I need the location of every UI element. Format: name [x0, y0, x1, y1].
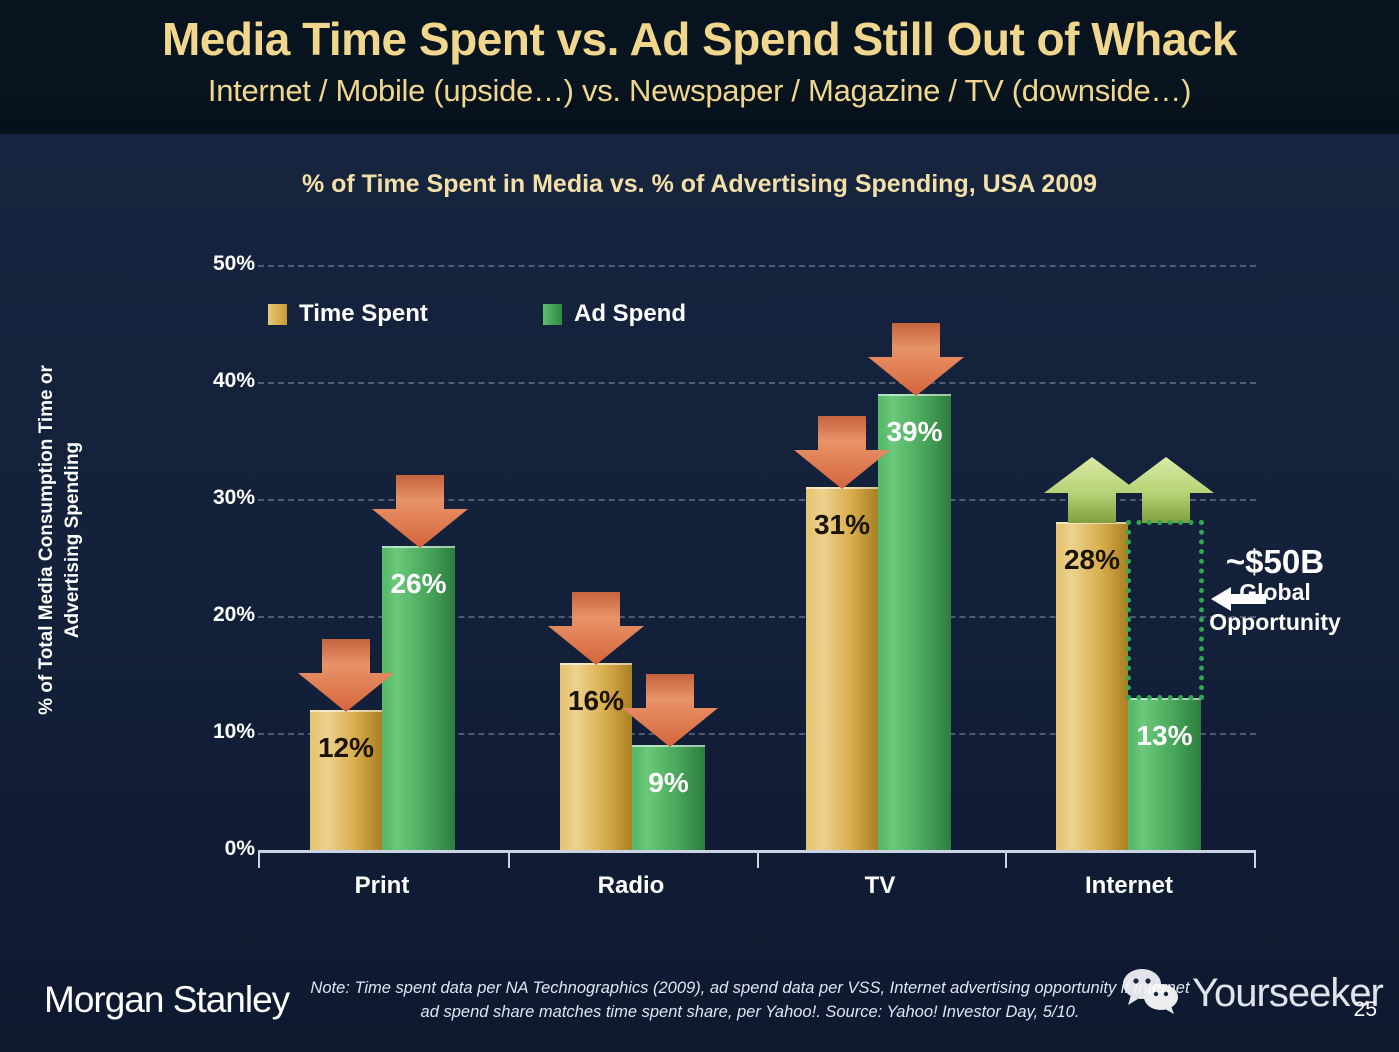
y-tick-label-20: 20%: [212, 603, 255, 626]
legend-label-ad-spend: Ad Spend: [574, 300, 686, 327]
footnote-line-1: Note: Time spent data per NA Technograph…: [310, 979, 1190, 1021]
bar-radio-ad-spend[interactable]: 9%: [632, 745, 705, 850]
watermark: Yourseeker: [1118, 967, 1384, 1020]
legend-swatch-time-spent-icon: [268, 303, 287, 325]
bar-radio-time-spent[interactable]: 16%: [560, 663, 632, 850]
bar-highlight: [382, 546, 455, 548]
bar-tv-ad-spend[interactable]: 39%: [878, 394, 951, 850]
bar-value-tv-ad-spend: 39%: [886, 416, 943, 447]
x-axis-tick-2: [757, 850, 759, 868]
down-arrow-tv-ad-spend-icon: [867, 323, 965, 397]
callout-subtitle-line2: Opportunity: [1209, 609, 1341, 635]
gridline-20: [258, 616, 1256, 618]
opportunity-gap-box: [1126, 520, 1204, 700]
slide-body: % of Time Spent in Media vs. % of Advert…: [0, 134, 1399, 1052]
bar-value-print-time-spent: 12%: [317, 732, 375, 763]
y-axis-title: % of Total Media Consumption Time or Adv…: [36, 365, 83, 715]
watermark-text: Yourseeker: [1192, 971, 1384, 1015]
chart-title: % of Time Spent in Media vs. % of Advert…: [301, 170, 1098, 198]
up-arrow-internet-time-spent-icon: [1043, 456, 1141, 524]
gridline-50: [258, 265, 1256, 267]
x-axis-end-tick-left: [258, 850, 260, 868]
x-axis-label-internet: Internet: [1084, 872, 1173, 899]
wechat-logo-icon: [1118, 967, 1186, 1020]
bar-value-tv-time-spent: 31%: [813, 509, 871, 540]
down-arrow-print-time-spent-icon: [297, 639, 395, 713]
down-arrow-radio-time-spent-icon: [547, 592, 645, 666]
footnote-line-2: spend share matches time spent share, pe…: [443, 1003, 1080, 1021]
bar-highlight: [632, 745, 705, 747]
x-axis-label-tv: TV: [864, 872, 896, 899]
y-tick-label-0: 0%: [224, 837, 255, 860]
x-axis-tick-3: [1005, 850, 1007, 868]
y-tick-label-30: 30%: [212, 486, 255, 509]
bar-value-internet-time-spent: 28%: [1063, 544, 1121, 575]
callout-arrow-icon: [1211, 584, 1267, 614]
morgan-stanley-logo: Morgan Stanley: [44, 979, 290, 1020]
callout-subtitle-line1: Global: [1239, 579, 1311, 605]
bar-value-internet-ad-spend: 13%: [1136, 720, 1193, 751]
x-axis-tick-1: [508, 850, 510, 868]
bar-highlight: [878, 394, 951, 396]
page-number: 25: [1353, 998, 1377, 1021]
down-arrow-print-ad-spend-icon: [371, 475, 469, 549]
slide-subtitle: Internet / Mobile (upside…) vs. Newspape…: [207, 73, 1192, 108]
gridline-10: [258, 733, 1256, 735]
bar-value-radio-time-spent: 16%: [567, 685, 625, 716]
source-footnote: Note: Time spent data per NA Technograph…: [300, 976, 1200, 1024]
x-axis-label-print: Print: [354, 872, 410, 899]
bar-chart-plot-area: % of Total Media Consumption Time or Adv…: [0, 134, 1399, 1052]
down-arrow-radio-ad-spend-icon: [621, 674, 719, 748]
y-tick-label-50: 50%: [212, 252, 255, 275]
legend-label-time-spent: Time Spent: [299, 300, 428, 327]
up-arrow-internet-ad-spend-icon: [1117, 456, 1215, 524]
slide-header: Media Time Spent vs. Ad Spend Still Out …: [0, 0, 1399, 134]
y-tick-label-10: 10%: [212, 720, 255, 743]
legend-swatch-ad-spend-icon: [543, 303, 562, 325]
y-tick-label-40: 40%: [212, 369, 255, 392]
x-axis-end-tick-right: [1254, 850, 1256, 868]
down-arrow-tv-time-spent-icon: [793, 416, 891, 490]
gridline-40: [258, 382, 1256, 384]
legend-item-ad-spend[interactable]: Ad Spend: [543, 300, 686, 328]
gridline-30: [258, 499, 1256, 501]
bar-tv-time-spent[interactable]: 31%: [806, 487, 878, 850]
x-axis-label-radio: Radio: [597, 872, 665, 899]
legend-item-time-spent[interactable]: Time Spent: [268, 300, 428, 328]
bar-value-print-ad-spend: 26%: [390, 568, 447, 599]
slide-title: Media Time Spent vs. Ad Spend Still Out …: [161, 13, 1238, 65]
bar-internet-time-spent[interactable]: 28%: [1056, 522, 1128, 850]
bar-value-radio-ad-spend: 9%: [648, 767, 689, 798]
callout-amount: ~$50B: [1225, 543, 1325, 580]
bar-internet-ad-spend[interactable]: 13%: [1128, 698, 1201, 850]
callout-text-block: ~$50B Global Opportunity: [1160, 543, 1390, 637]
bar-print-ad-spend[interactable]: 26%: [382, 546, 455, 850]
bar-print-time-spent[interactable]: 12%: [310, 710, 382, 850]
